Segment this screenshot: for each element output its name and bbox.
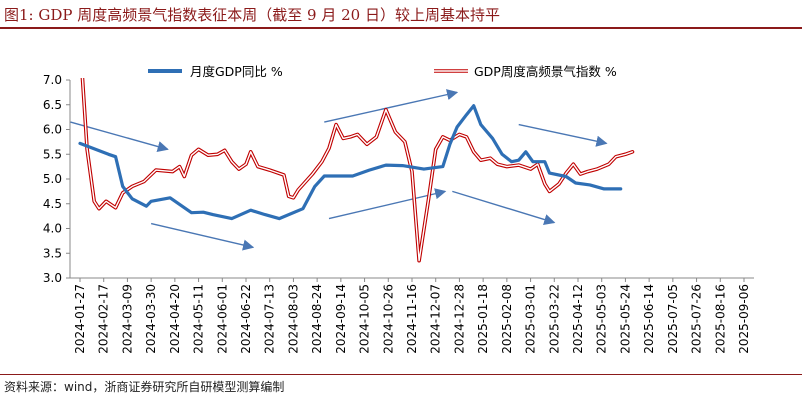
x-tick-label: 2024-06-01 <box>215 284 229 354</box>
series-line-gdp-index-fill <box>81 78 634 262</box>
trend-arrow <box>452 190 556 225</box>
x-tick-label: 2024-02-17 <box>97 284 111 354</box>
series-lines <box>78 78 635 263</box>
footer-divider <box>0 374 802 375</box>
y-tick-label: 4.0 <box>43 222 62 236</box>
x-tick-label: 2024-06-22 <box>239 284 253 354</box>
y-tick-label: 5.5 <box>43 147 62 161</box>
x-tick-label: 2025-04-12 <box>571 284 585 354</box>
x-tick-label: 2024-07-13 <box>263 284 277 354</box>
x-tick-label: 2024-03-30 <box>144 284 158 354</box>
page-title: 图1: GDP 周度高频景气指数表征本周（截至 9 月 20 日）较上周基本持平 <box>4 6 500 24</box>
x-axis: 2024-01-27 2024-02-17 2024-03-09 2024-03-30… <box>70 277 754 354</box>
source-note: 资料来源：wind，浙商证券研究所自研模型测算编制 <box>4 380 285 394</box>
y-tick-label: 4.5 <box>43 197 62 211</box>
trend-arrow <box>324 89 459 123</box>
x-tick-label: 2025-09-06 <box>737 284 751 354</box>
y-tick-label: 6.0 <box>43 123 62 137</box>
x-tick-label: 2024-03-09 <box>120 284 134 354</box>
x-tick-label: 2025-03-01 <box>524 284 538 354</box>
x-tick-label: 2025-05-03 <box>595 284 609 354</box>
x-tick-label: 2024-01-27 <box>73 284 87 354</box>
x-tick-label: 2024-05-11 <box>192 284 206 354</box>
trend-arrow <box>150 222 255 251</box>
x-tick-label: 2024-09-14 <box>334 284 348 354</box>
legend-label-gdp-index: GDP周度高频景气指数 % <box>474 64 617 79</box>
y-tick-label: 3.5 <box>43 246 62 260</box>
x-tick-label: 2025-03-22 <box>547 284 561 354</box>
x-tick-label: 2024-12-07 <box>429 284 443 354</box>
line-chart: 3.03.54.04.55.05.56.06.57.0 2024-01-27 20… <box>43 64 754 354</box>
x-tick-label: 2025-07-26 <box>690 284 704 354</box>
title-divider <box>0 27 802 29</box>
y-axis: 3.0 3.5 4.0 4.5 5.0 5.5 6.0 6.5 7.0 <box>43 73 71 285</box>
series-line-gdp-yoy <box>78 104 623 221</box>
x-tick-label: 2025-05-24 <box>618 284 632 354</box>
x-tick-label: 2024-10-26 <box>381 284 395 354</box>
trend-arrow <box>328 188 447 220</box>
x-tick-label: 2025-08-16 <box>713 284 727 354</box>
x-tick-label: 2024-08-03 <box>286 284 300 354</box>
x-tick-label: 2024-12-28 <box>452 284 466 354</box>
x-tick-label: 2024-04-20 <box>168 284 182 354</box>
x-tick-label: 2025-07-05 <box>666 284 680 354</box>
x-tick-label: 2025-06-14 <box>642 284 656 354</box>
x-tick-label: 2025-02-08 <box>500 284 514 354</box>
y-tick-label: 7.0 <box>43 73 62 87</box>
y-tick-label: 5.0 <box>43 172 62 186</box>
legend-label-gdp-yoy: 月度GDP同比 % <box>190 64 283 79</box>
trend-arrows <box>70 89 608 251</box>
y-tick-label: 6.5 <box>43 98 62 112</box>
trend-arrow <box>518 123 608 147</box>
x-tick-label: 2024-10-05 <box>358 284 372 354</box>
legend: 月度GDP同比 % GDP周度高频景气指数 % <box>148 64 617 79</box>
x-tick-label: 2024-11-16 <box>405 284 419 354</box>
x-tick-label: 2025-01-18 <box>476 284 490 354</box>
x-tick-label: 2024-08-24 <box>310 284 324 354</box>
y-tick-label: 3.0 <box>43 271 62 285</box>
